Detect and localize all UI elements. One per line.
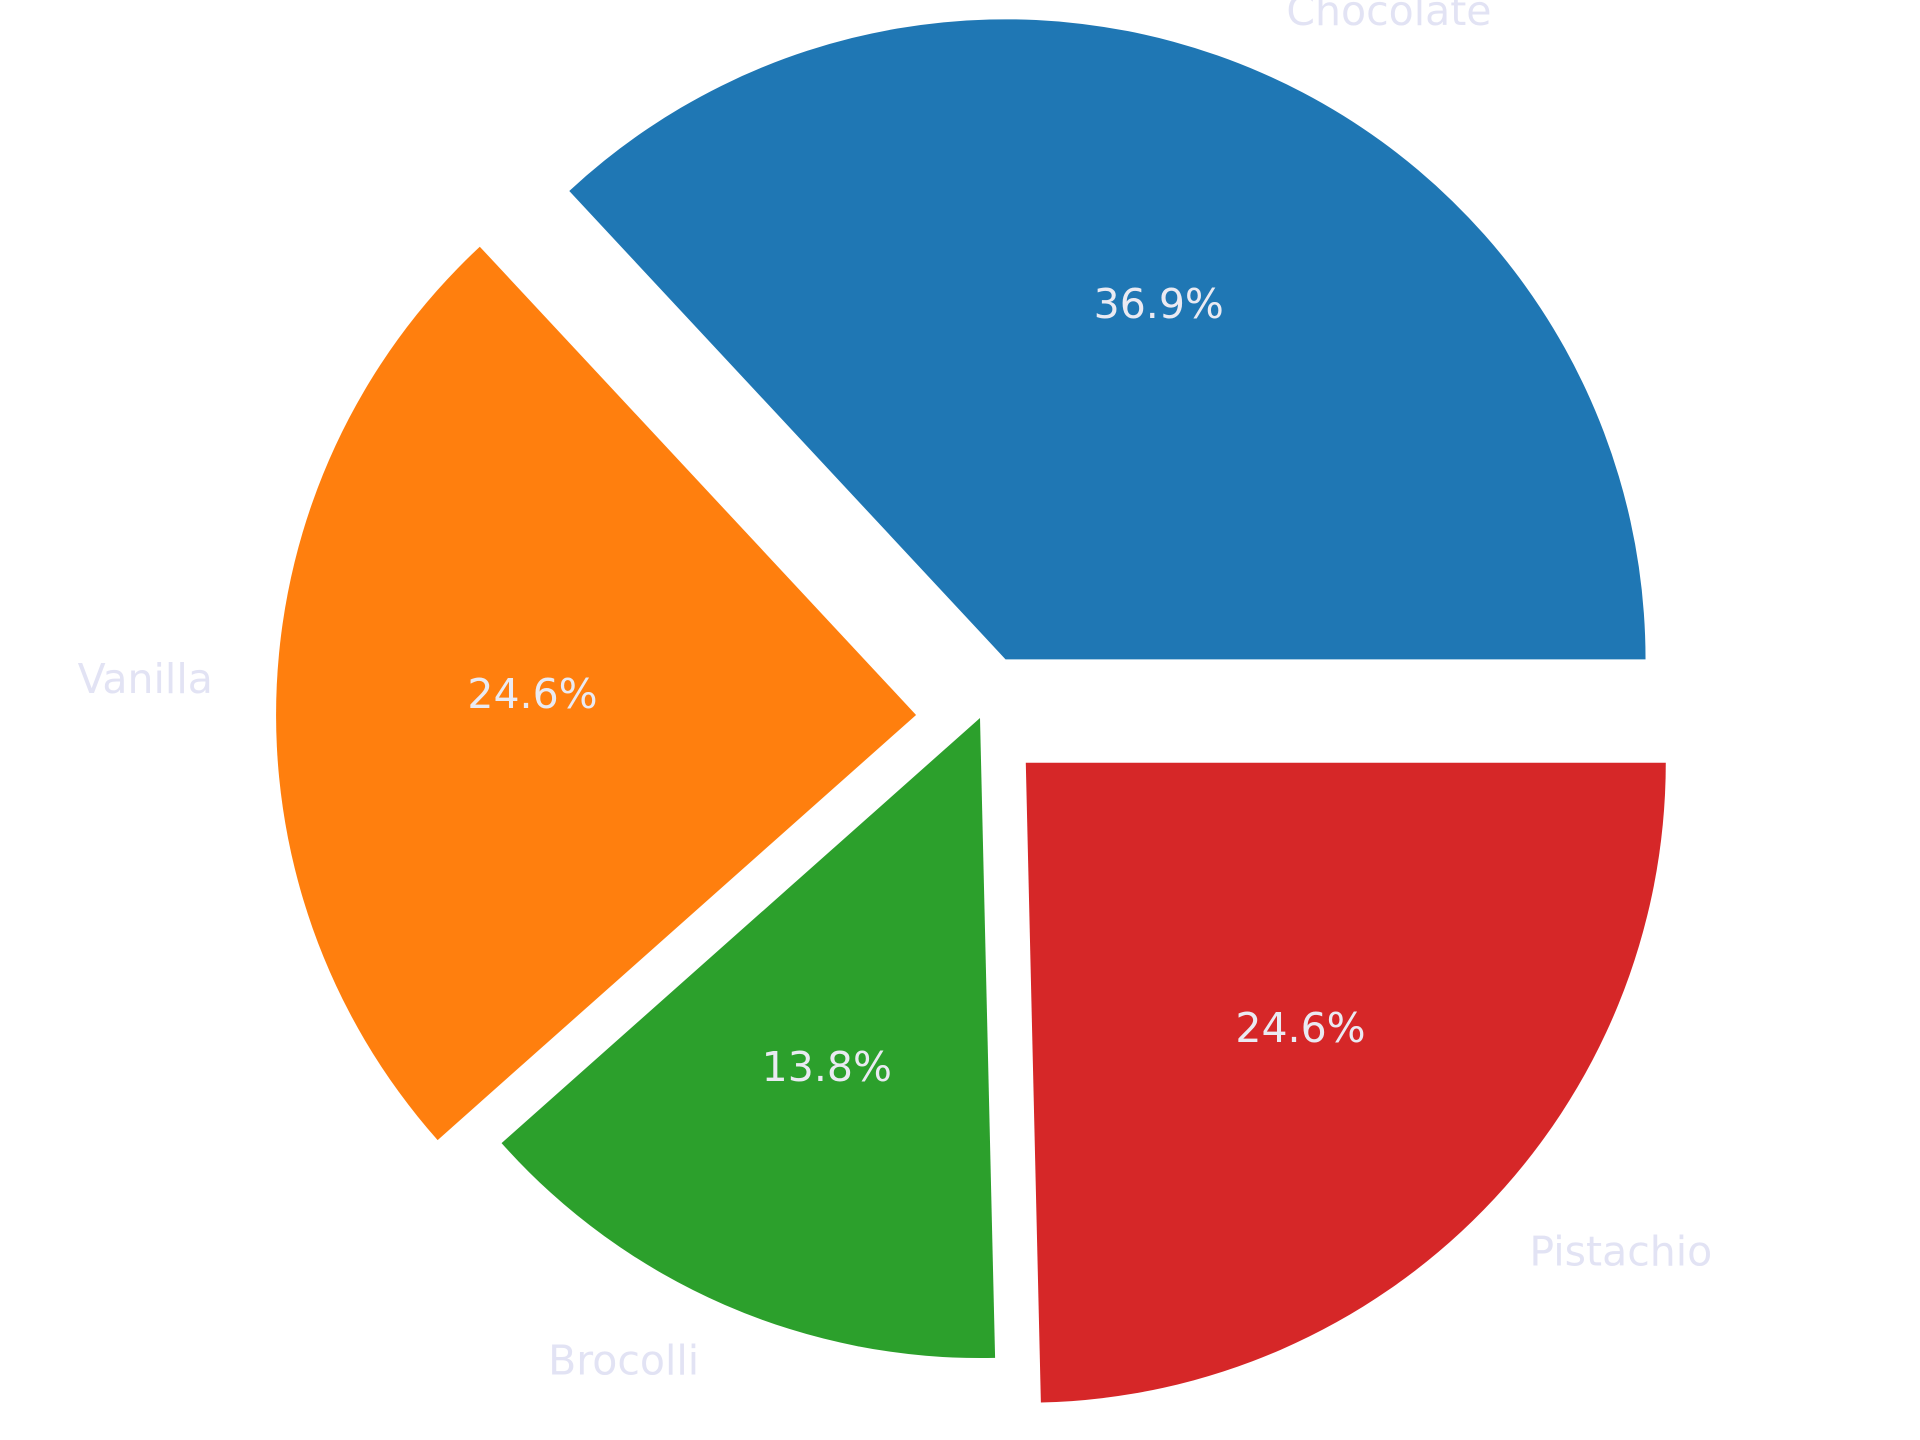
pie-slice-chocolate: [569, 19, 1646, 660]
category-label-chocolate: Chocolate: [1286, 0, 1491, 35]
pie-slice-brocolli: [501, 718, 996, 1358]
pie-slice-vanilla: [276, 246, 917, 1141]
category-label-pistachio: Pistachio: [1529, 1228, 1712, 1276]
value-label-vanilla: 24.6%: [467, 670, 597, 718]
pie-slices: [276, 19, 1666, 1403]
value-label-chocolate: 36.9%: [1094, 280, 1224, 328]
value-label-brocolli: 13.8%: [762, 1043, 892, 1091]
pie-slice-pistachio: [1025, 762, 1666, 1403]
category-label-brocolli: Brocolli: [548, 1337, 699, 1385]
category-label-vanilla: Vanilla: [78, 655, 213, 703]
value-label-pistachio: 24.6%: [1235, 1004, 1365, 1052]
pie-labels: Chocolate 36.9% Vanilla 24.6% Brocolli 13.8% P…: [78, 0, 1713, 1385]
